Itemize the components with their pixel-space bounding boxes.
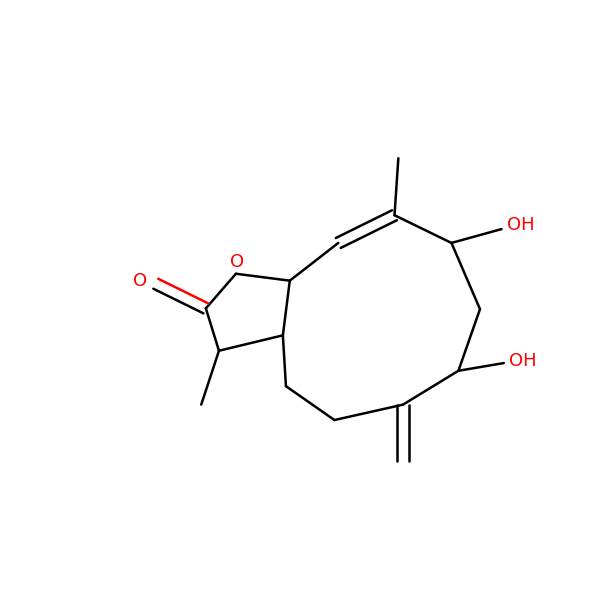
Text: O: O xyxy=(133,272,147,290)
Text: O: O xyxy=(230,253,244,271)
Text: OH: OH xyxy=(507,217,535,235)
Text: OH: OH xyxy=(509,352,537,370)
